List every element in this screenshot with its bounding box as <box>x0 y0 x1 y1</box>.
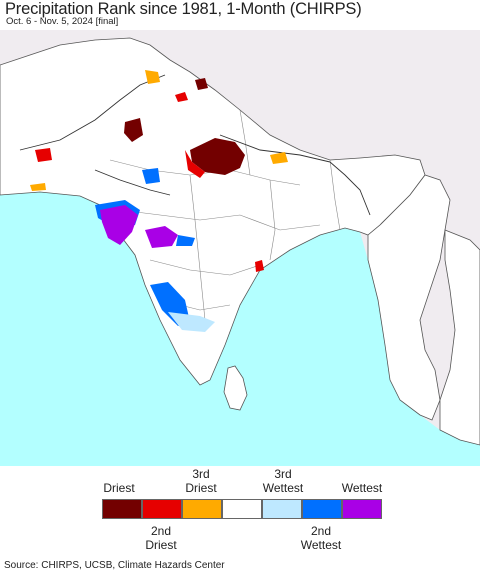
legend-swatch-3rd-wettest <box>262 499 302 519</box>
precipitation-rank-map <box>0 30 480 466</box>
legend-swatch-driest <box>102 499 142 519</box>
wet-anomalies <box>95 168 215 332</box>
legend-swatch-2nd-driest <box>142 499 182 519</box>
map-title: Precipitation Rank since 1981, 1-Month (… <box>5 0 362 18</box>
dry-anomalies <box>30 70 288 272</box>
myanmar-land <box>367 174 451 421</box>
legend-swatch-3rd-driest <box>182 499 222 519</box>
legend-label-2nd-wettest: 2nd Wettest <box>300 524 342 552</box>
legend-label-3rd-driest: 3rd Driest <box>185 467 217 495</box>
ocean <box>0 192 480 466</box>
legend-swatch-2nd-wettest <box>302 499 342 519</box>
map-subtitle: Oct. 6 - Nov. 5, 2024 [final] <box>6 16 119 27</box>
country-borders <box>19 74 371 216</box>
source-credit: Source: CHIRPS, UCSB, Climate Hazards Ce… <box>4 560 225 571</box>
legend-swatch-normal <box>222 499 262 519</box>
legend-label-wettest: Wettest <box>341 481 383 495</box>
thailand-land <box>439 229 480 446</box>
legend-label-driest: Driest <box>103 481 135 495</box>
legend-swatch-wettest <box>342 499 382 519</box>
sri-lanka <box>223 365 248 411</box>
legend-label-3rd-wettest: 3rd Wettest <box>262 467 304 495</box>
legend-label-2nd-driest: 2nd Driest <box>145 524 177 552</box>
